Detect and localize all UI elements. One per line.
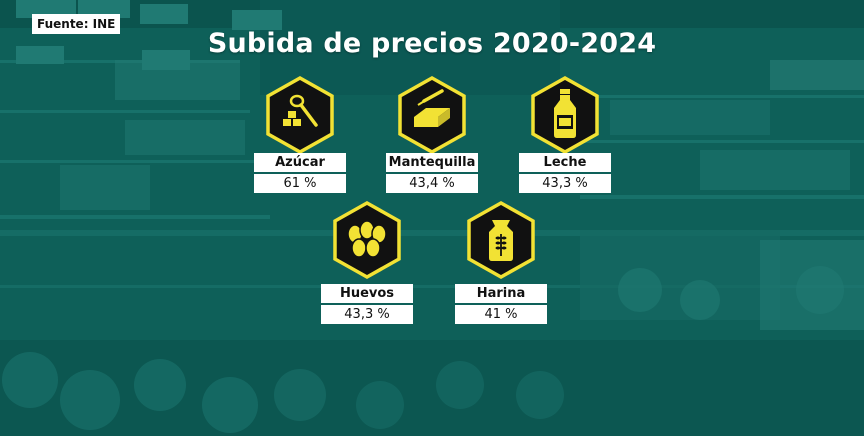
page-title: Subida de precios 2020-2024 xyxy=(207,28,657,59)
item-harina: Harina 41 % xyxy=(455,200,547,324)
item-label: Harina xyxy=(455,284,547,303)
sugar-spoon-icon xyxy=(266,75,334,155)
item-value: 43,4 % xyxy=(386,174,478,193)
source-label: Fuente: INE xyxy=(32,14,121,34)
item-value: 61 % xyxy=(254,174,346,193)
item-value: 41 % xyxy=(455,305,547,324)
item-value: 43,3 % xyxy=(321,305,413,324)
eggs-icon xyxy=(333,200,401,280)
item-label: Mantequilla xyxy=(386,153,478,172)
item-leche: Leche 43,3 % xyxy=(519,75,611,193)
item-value: 43,3 % xyxy=(519,174,611,193)
butter-icon xyxy=(398,75,466,155)
item-label: Leche xyxy=(519,153,611,172)
item-mantequilla: Mantequilla 43,4 % xyxy=(386,75,478,193)
item-azucar: Azúcar 61 % xyxy=(254,75,346,193)
flour-sack-icon xyxy=(467,200,535,280)
milk-bottle-icon xyxy=(531,75,599,155)
item-huevos: Huevos 43,3 % xyxy=(321,200,413,324)
item-label: Huevos xyxy=(321,284,413,303)
item-label: Azúcar xyxy=(254,153,346,172)
